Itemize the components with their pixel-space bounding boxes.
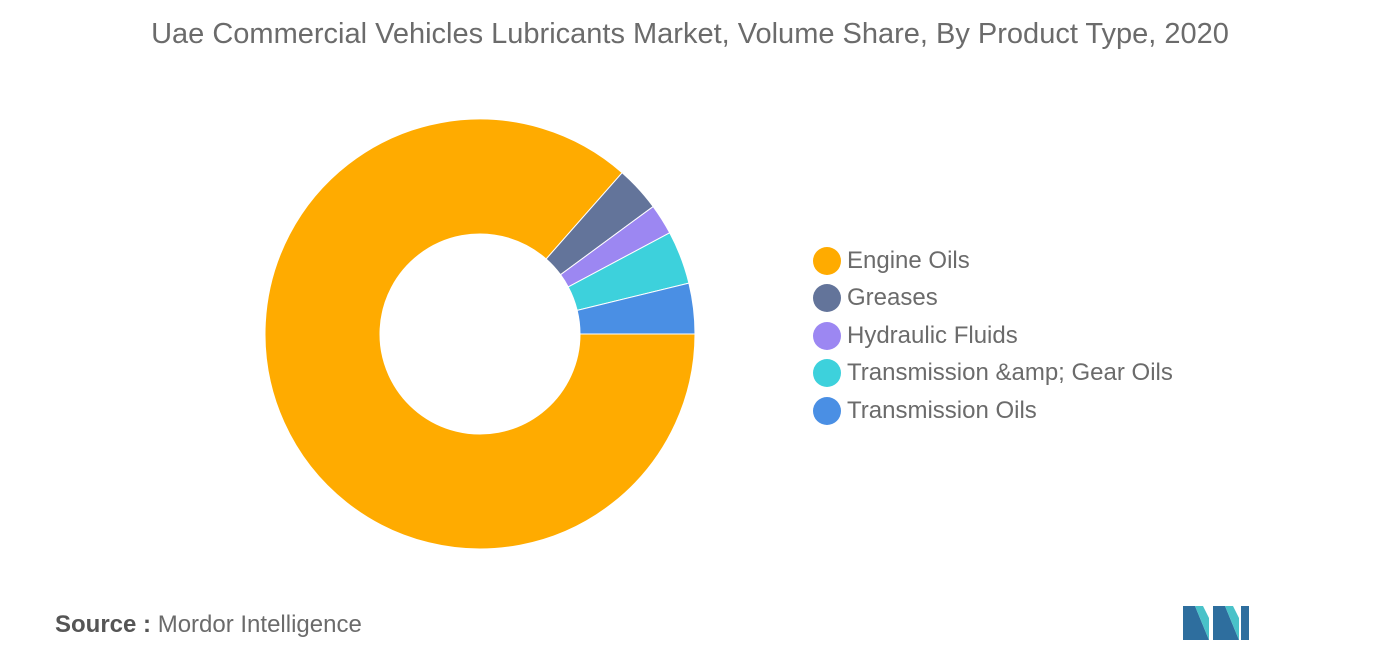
legend-swatch-hydraulic-fluids bbox=[813, 321, 841, 350]
legend-item-greases[interactable]: Greases bbox=[813, 280, 1173, 318]
legend-label: Engine Oils bbox=[847, 246, 970, 274]
source-note: Source : Mordor Intelligence bbox=[55, 611, 362, 639]
legend-item-transmission-oils[interactable]: Transmission Oils bbox=[813, 392, 1173, 430]
chart-legend: Engine Oils Greases Hydraulic Fluids Tra… bbox=[813, 242, 1173, 430]
legend-label: Greases bbox=[847, 284, 938, 312]
legend-label: Transmission &amp; Gear Oils bbox=[847, 359, 1173, 387]
legend-label: Transmission Oils bbox=[847, 396, 1037, 424]
source-value: Mordor Intelligence bbox=[157, 611, 362, 638]
donut-slices bbox=[264, 118, 696, 550]
legend-label: Hydraulic Fluids bbox=[847, 321, 1018, 349]
donut-slice-transmission-oils[interactable] bbox=[576, 282, 696, 335]
legend-swatch-greases bbox=[813, 284, 841, 313]
legend-item-transmission-gear-oils[interactable]: Transmission &amp; Gear Oils bbox=[813, 355, 1173, 393]
source-label: Source : bbox=[55, 611, 152, 638]
legend-swatch-transmission-oils bbox=[813, 396, 841, 425]
legend-item-hydraulic-fluids[interactable]: Hydraulic Fluids bbox=[813, 317, 1173, 355]
chart-title: Uae Commercial Vehicles Lubricants Marke… bbox=[151, 18, 1229, 50]
legend-swatch-transmission-gear-oils bbox=[813, 359, 841, 388]
legend-swatch-engine-oils bbox=[813, 246, 841, 275]
donut-slice-engine-oils[interactable] bbox=[264, 118, 696, 550]
legend-item-engine-oils[interactable]: Engine Oils bbox=[813, 242, 1173, 280]
mordor-intelligence-logo-icon bbox=[1183, 606, 1249, 640]
